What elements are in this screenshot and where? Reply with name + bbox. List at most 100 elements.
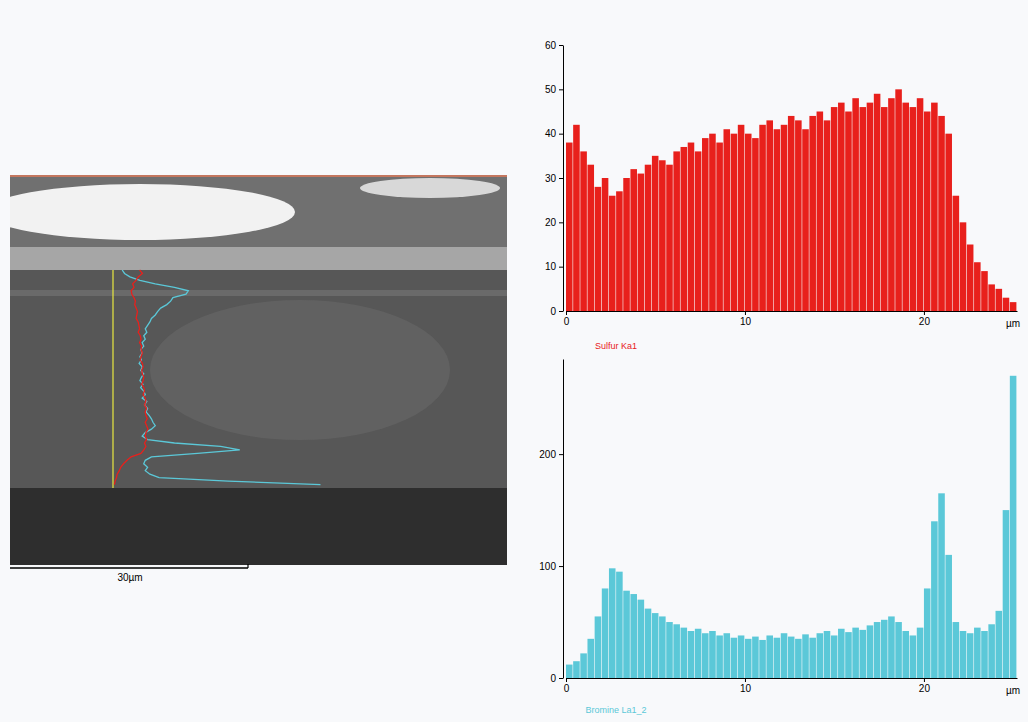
y-tick-mark xyxy=(559,678,563,679)
bar xyxy=(852,98,859,311)
x-axis-line xyxy=(567,311,1018,312)
bar xyxy=(709,631,716,678)
bar xyxy=(1010,376,1017,678)
y-tick-mark xyxy=(559,134,563,135)
bar xyxy=(659,160,666,311)
x-tick: 20 xyxy=(919,311,931,327)
bar xyxy=(888,616,895,678)
micrograph-blob xyxy=(10,184,295,240)
bar xyxy=(860,107,867,311)
line-scan-overlay xyxy=(114,270,320,485)
bar xyxy=(788,116,795,311)
bar xyxy=(716,635,723,678)
scale-bar-label: 30µm xyxy=(117,572,142,583)
bar xyxy=(638,600,645,678)
x-axis-line xyxy=(567,678,1018,679)
x-tick-mark xyxy=(924,678,925,682)
bar xyxy=(981,631,988,678)
y-tick-label: 200 xyxy=(539,449,556,460)
y-tick: 0 xyxy=(550,673,563,684)
bar xyxy=(931,521,938,678)
bar xyxy=(795,120,802,311)
y-tick-mark xyxy=(559,454,563,455)
bar xyxy=(659,616,666,678)
bar xyxy=(874,94,881,311)
bar xyxy=(716,143,723,311)
bar xyxy=(1003,510,1010,678)
bar xyxy=(996,611,1003,678)
x-axis-title: µm xyxy=(1006,318,1020,329)
bar xyxy=(881,107,888,311)
y-tick-label: 30 xyxy=(545,173,557,184)
bar xyxy=(738,635,745,678)
bar xyxy=(723,633,730,678)
bar xyxy=(824,631,831,678)
bar xyxy=(953,622,960,678)
chart: 010200100200µmBromine La1_2 xyxy=(539,360,1020,716)
micrograph-layer xyxy=(10,247,507,270)
bar xyxy=(945,555,952,678)
bar xyxy=(759,125,766,311)
bar xyxy=(602,588,609,678)
x-tick-mark xyxy=(924,311,925,315)
y-tick: 40 xyxy=(545,128,563,139)
scan-line xyxy=(112,270,113,488)
bar xyxy=(910,107,917,311)
micrograph-edge xyxy=(10,175,507,177)
bar xyxy=(616,191,623,311)
x-axis: 01020 xyxy=(564,311,1018,327)
bar xyxy=(666,622,673,678)
bar xyxy=(709,134,716,311)
bar xyxy=(881,620,888,678)
bar xyxy=(895,622,902,678)
chart-title: Bromine La1_2 xyxy=(585,705,646,715)
bar xyxy=(867,103,874,311)
y-tick: 20 xyxy=(545,217,563,228)
bar xyxy=(609,196,616,311)
bar xyxy=(731,134,738,311)
x-tick-label: 20 xyxy=(919,683,931,694)
bar xyxy=(888,98,895,311)
bar xyxy=(802,129,809,311)
y-tick: 100 xyxy=(539,561,563,572)
x-tick-label: 20 xyxy=(919,316,931,327)
bar xyxy=(874,622,881,678)
bar xyxy=(638,174,645,311)
bar xyxy=(981,271,988,311)
bar xyxy=(766,120,773,311)
bar xyxy=(587,165,594,311)
bar xyxy=(917,98,924,311)
bar xyxy=(673,624,680,678)
bar xyxy=(924,112,931,312)
bar xyxy=(974,628,981,678)
bar xyxy=(652,613,659,678)
bar xyxy=(695,629,702,678)
micrograph-texture xyxy=(10,290,507,296)
bar xyxy=(945,134,952,311)
bar xyxy=(566,143,573,311)
bar xyxy=(681,147,688,311)
bar xyxy=(652,156,659,311)
bar xyxy=(566,665,573,678)
x-tick-mark xyxy=(745,311,746,315)
micrograph-section xyxy=(10,270,507,488)
bar xyxy=(688,631,695,678)
profile-line xyxy=(114,270,148,485)
bar xyxy=(688,143,695,311)
y-tick: 30 xyxy=(545,173,563,184)
bar xyxy=(817,633,824,678)
bar xyxy=(802,634,809,678)
y-tick: 60 xyxy=(545,40,563,51)
bar xyxy=(960,222,967,311)
bar xyxy=(967,633,974,678)
profile-line xyxy=(122,270,320,485)
x-tick: 0 xyxy=(564,311,570,327)
x-tick: 0 xyxy=(564,678,570,694)
x-tick: 10 xyxy=(740,678,752,694)
x-axis: 0 10 20 xyxy=(564,678,1018,694)
bar xyxy=(988,284,995,311)
bar xyxy=(573,661,580,678)
bar xyxy=(666,165,673,311)
bar xyxy=(695,151,702,311)
y-tick-label: 100 xyxy=(539,561,556,572)
